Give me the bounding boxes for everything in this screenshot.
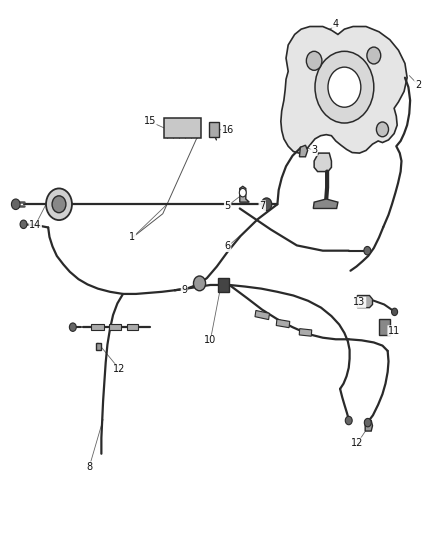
Bar — [299, 329, 312, 336]
Polygon shape — [313, 199, 338, 208]
Circle shape — [11, 199, 20, 209]
Circle shape — [315, 51, 374, 123]
Text: 5: 5 — [225, 201, 231, 211]
Text: 13: 13 — [353, 297, 366, 308]
Text: 2: 2 — [415, 79, 421, 90]
Text: 3: 3 — [311, 146, 317, 156]
Polygon shape — [240, 187, 249, 202]
Polygon shape — [314, 153, 332, 172]
Circle shape — [367, 47, 381, 64]
Bar — [127, 324, 138, 330]
Text: 16: 16 — [222, 125, 234, 135]
Polygon shape — [96, 343, 101, 350]
Bar — [209, 122, 219, 137]
Bar — [255, 310, 269, 320]
Bar — [218, 278, 229, 292]
Text: 8: 8 — [86, 462, 92, 472]
Polygon shape — [365, 421, 372, 431]
Polygon shape — [164, 118, 201, 139]
Circle shape — [261, 198, 272, 211]
Text: 12: 12 — [113, 365, 126, 374]
Circle shape — [239, 189, 246, 197]
Circle shape — [46, 189, 72, 220]
Circle shape — [20, 220, 27, 229]
Text: 14: 14 — [29, 220, 41, 230]
Circle shape — [69, 323, 76, 332]
Circle shape — [364, 418, 371, 427]
Polygon shape — [357, 295, 372, 308]
Circle shape — [306, 51, 322, 70]
Polygon shape — [281, 27, 407, 153]
Text: 6: 6 — [225, 241, 231, 252]
Circle shape — [345, 416, 352, 425]
Circle shape — [392, 308, 398, 316]
Text: 15: 15 — [144, 116, 156, 126]
Circle shape — [364, 246, 371, 255]
Circle shape — [376, 122, 389, 137]
Text: 7: 7 — [259, 201, 265, 211]
Bar — [109, 324, 121, 330]
Text: 4: 4 — [333, 19, 339, 29]
Bar — [378, 319, 390, 335]
Text: 10: 10 — [204, 335, 216, 345]
Circle shape — [194, 276, 205, 291]
Text: 9: 9 — [181, 285, 187, 295]
Text: 12: 12 — [351, 438, 364, 448]
Text: 11: 11 — [388, 326, 400, 336]
Circle shape — [328, 67, 361, 107]
Bar — [276, 319, 290, 328]
Polygon shape — [300, 145, 307, 157]
Circle shape — [52, 196, 66, 213]
Bar — [92, 324, 104, 330]
Text: 1: 1 — [130, 232, 136, 243]
